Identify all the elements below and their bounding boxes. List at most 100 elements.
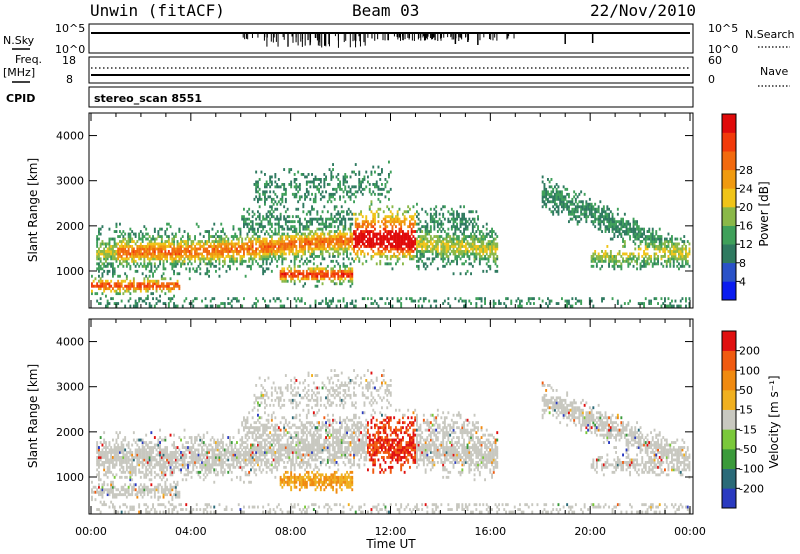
data-cell xyxy=(264,232,266,236)
data-cell xyxy=(169,277,172,281)
data-cell xyxy=(347,247,350,251)
data-cell xyxy=(105,245,107,248)
data-cell xyxy=(403,247,406,251)
data-cell xyxy=(386,245,389,248)
data-cell xyxy=(326,264,329,268)
data-cell xyxy=(112,267,114,271)
data-cell xyxy=(398,245,401,248)
data-cell xyxy=(688,297,691,301)
data-cell xyxy=(648,235,651,238)
data-cell xyxy=(419,252,422,256)
data-cell xyxy=(470,232,472,236)
data-cell xyxy=(270,235,273,238)
data-cell xyxy=(291,272,294,276)
data-cell xyxy=(132,438,135,442)
data-cell xyxy=(305,220,308,224)
data-cell xyxy=(288,215,291,219)
data-cell xyxy=(459,205,462,209)
data-cell xyxy=(141,255,144,258)
data-cell xyxy=(447,255,450,258)
data-cell xyxy=(255,240,258,243)
data-cell xyxy=(611,215,614,219)
data-cell xyxy=(127,252,130,256)
data-cell xyxy=(216,235,219,238)
data-cell xyxy=(588,205,591,209)
data-cell xyxy=(622,245,624,248)
data-cell xyxy=(134,441,137,444)
data-cell xyxy=(643,230,645,233)
data-cell xyxy=(395,242,397,246)
data-cell xyxy=(604,227,607,231)
data-cell xyxy=(112,495,114,499)
data-cell xyxy=(655,252,658,256)
data-cell xyxy=(159,242,161,246)
data-cell xyxy=(304,242,306,246)
data-cell xyxy=(590,220,593,224)
data-cell xyxy=(449,245,452,248)
data-cell xyxy=(601,264,603,268)
data-cell xyxy=(443,264,446,268)
data-cell xyxy=(166,252,168,256)
data-cell xyxy=(209,242,212,246)
data-cell xyxy=(110,279,113,283)
data-cell xyxy=(91,490,93,494)
data-cell xyxy=(400,235,403,238)
data-cell xyxy=(421,247,424,251)
data-cell xyxy=(450,207,453,211)
data-cell xyxy=(611,222,614,226)
data-cell xyxy=(379,173,382,176)
data-cell xyxy=(382,237,385,241)
data-cell xyxy=(452,247,455,251)
data-cell xyxy=(669,257,672,261)
data-cell xyxy=(185,245,188,248)
data-cell xyxy=(98,470,100,474)
data-cell xyxy=(264,242,266,246)
data-cell xyxy=(314,277,317,281)
data-cell xyxy=(340,274,343,278)
data-cell xyxy=(323,267,326,271)
data-cell xyxy=(298,264,301,268)
data-cell xyxy=(185,255,188,258)
data-cell xyxy=(667,297,670,301)
data-cell xyxy=(436,247,439,251)
data-cell xyxy=(424,247,427,251)
data-cell xyxy=(98,508,100,511)
data-cell xyxy=(180,252,182,256)
data-cell xyxy=(234,245,237,248)
data-cell xyxy=(361,222,364,226)
data-cell xyxy=(634,222,637,226)
data-cell xyxy=(409,245,411,248)
data-cell xyxy=(246,225,249,229)
data-cell xyxy=(143,225,146,229)
data-cell xyxy=(295,207,298,211)
data-cell xyxy=(122,443,125,447)
data-cell xyxy=(178,245,181,248)
data-cell xyxy=(349,225,352,229)
data-cell xyxy=(471,252,474,256)
nave-label: Nave xyxy=(760,65,788,78)
data-cell xyxy=(328,225,331,229)
data-cell xyxy=(290,235,293,238)
data-cell xyxy=(377,304,380,308)
data-cell xyxy=(414,237,417,241)
data-cell xyxy=(173,284,175,288)
data-cell xyxy=(391,227,394,231)
data-cell xyxy=(115,282,118,286)
data-cell xyxy=(215,250,217,253)
data-cell xyxy=(450,250,453,253)
data-cell xyxy=(318,187,320,191)
data-cell xyxy=(325,222,327,226)
data-cell xyxy=(281,274,284,278)
data-cell xyxy=(321,195,324,199)
data-cell xyxy=(377,242,380,246)
data-cell xyxy=(574,207,577,211)
data-cell xyxy=(386,247,389,251)
data-cell xyxy=(632,225,635,229)
data-cell xyxy=(103,456,106,459)
data-cell xyxy=(220,242,223,246)
data-cell xyxy=(316,264,319,268)
data-cell xyxy=(143,259,146,263)
data-cell xyxy=(302,262,305,266)
data-cell xyxy=(681,245,684,248)
data-cell xyxy=(337,262,340,266)
